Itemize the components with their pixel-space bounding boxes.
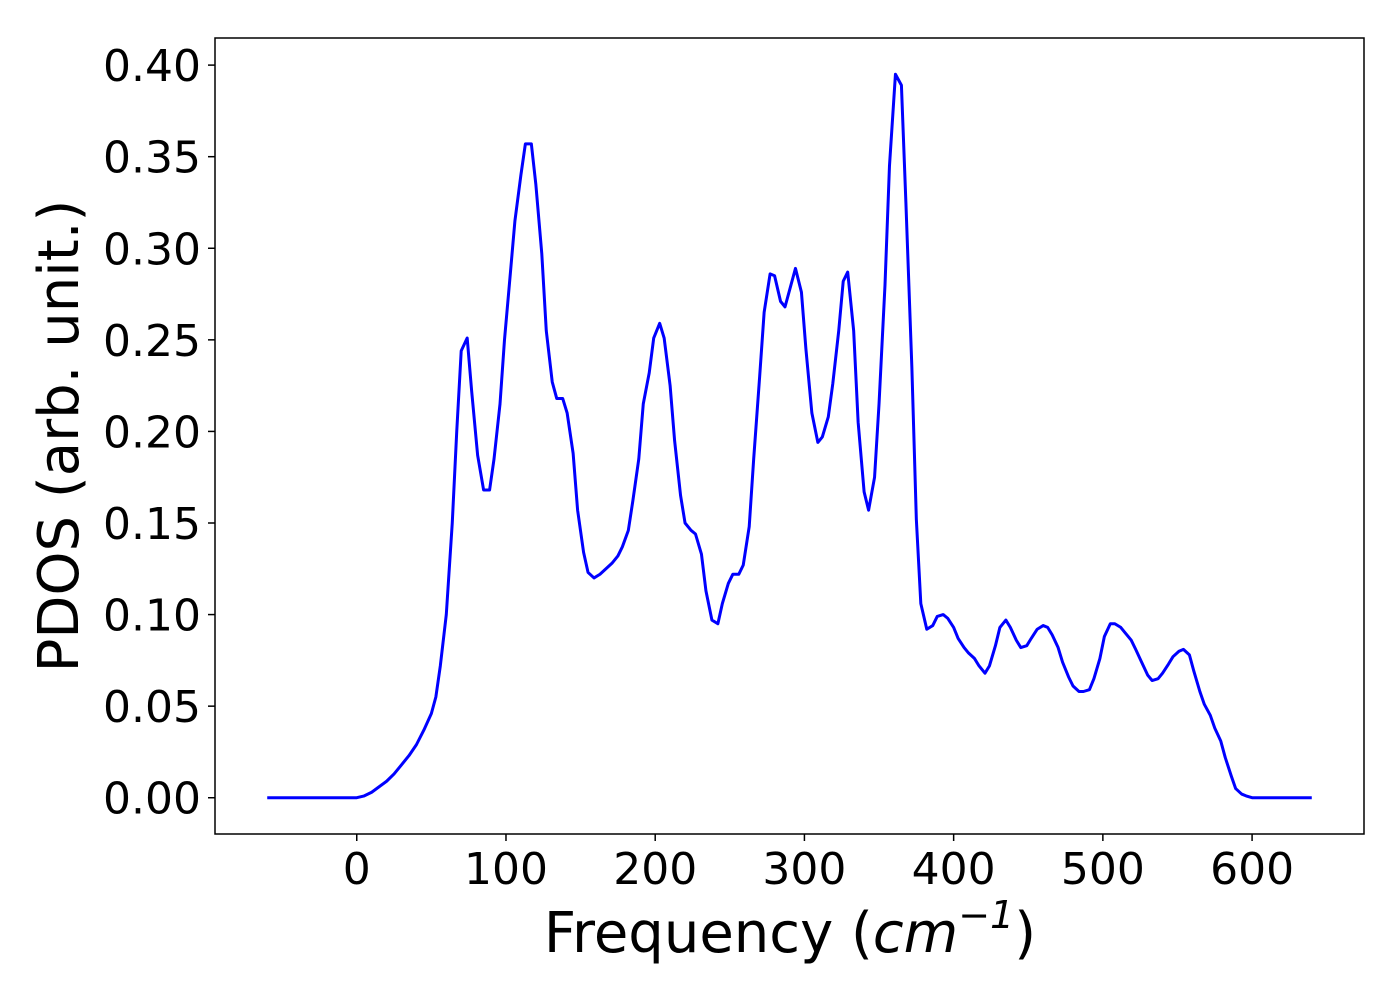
y-tick-label: 0.20 xyxy=(103,407,201,458)
y-tick-label: 0.35 xyxy=(103,133,201,184)
y-tick-label: 0.00 xyxy=(103,774,201,825)
x-tick-label: 0 xyxy=(343,844,371,895)
y-tick-label: 0.25 xyxy=(103,316,201,367)
x-tick-label: 300 xyxy=(762,844,846,895)
x-label-exponent: −1 xyxy=(958,893,1014,937)
y-axis-label: PDOS (arb. unit.) xyxy=(27,200,92,673)
x-tick-label: 200 xyxy=(613,844,697,895)
pdos-line xyxy=(267,72,1312,800)
x-axis-label: Frequency (cm−1) xyxy=(544,893,1036,966)
y-tick-label: 0.40 xyxy=(103,41,201,92)
x-tick-label: 100 xyxy=(464,844,548,895)
y-tick-label: 0.15 xyxy=(103,499,201,550)
y-tick-label: 0.05 xyxy=(103,682,201,733)
x-tick-label: 400 xyxy=(912,844,996,895)
x-label-unit: cm xyxy=(873,901,958,966)
plot-frame xyxy=(214,37,1365,835)
x-label-suffix: ) xyxy=(1014,901,1036,966)
y-tick-label: 0.10 xyxy=(103,591,201,642)
x-label-prefix: Frequency ( xyxy=(544,901,873,966)
y-tick-label: 0.30 xyxy=(103,224,201,275)
x-tick-label: 500 xyxy=(1061,844,1145,895)
x-tick-label: 600 xyxy=(1210,844,1294,895)
